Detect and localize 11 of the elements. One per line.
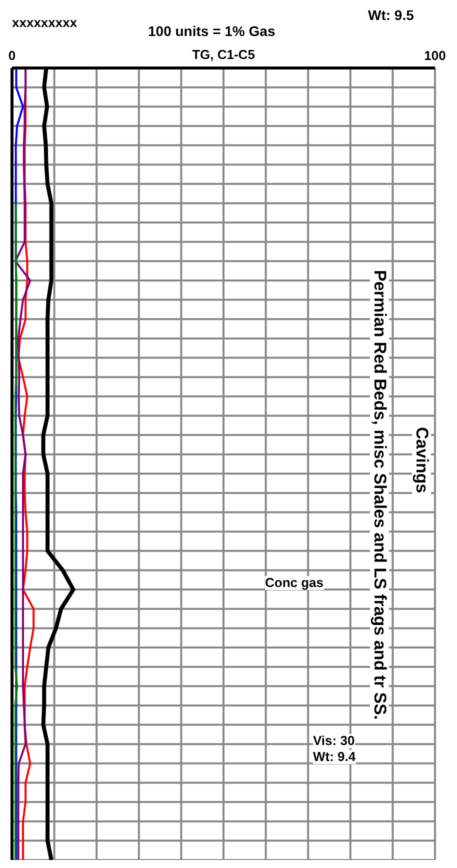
x-tick-label: 100	[424, 48, 446, 63]
x-tick-label: 0	[8, 48, 16, 63]
text: xxxxxxxxx	[12, 15, 78, 30]
annotation: Permian Red Beds, misc Shales and LS frags and tr SS.	[370, 270, 390, 720]
x-axis-title: TG, C1-C5	[192, 47, 255, 62]
text: 100 units = 1% Gas	[148, 23, 276, 40]
annotation: Vis: 30	[313, 733, 355, 748]
text: Wt: 9.5	[368, 7, 414, 24]
annotation: Wt: 9.4	[313, 749, 356, 764]
annotation: Cavings	[412, 423, 432, 498]
annotation: Conc gas	[265, 575, 324, 590]
